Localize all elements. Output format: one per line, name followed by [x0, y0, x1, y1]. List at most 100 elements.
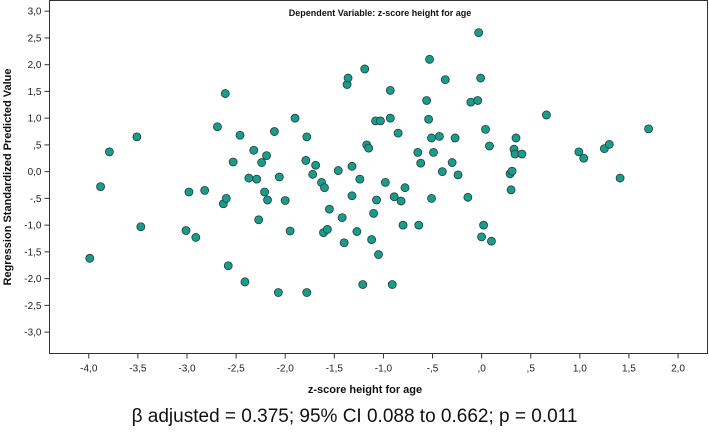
data-point [413, 147, 423, 157]
x-tick-label: ,0 [477, 364, 486, 375]
data-point [273, 288, 283, 297]
data-point [429, 147, 438, 157]
data-point [477, 232, 487, 242]
data-point [85, 253, 95, 263]
data-point [263, 195, 272, 205]
y-tick-label: -2,5 [24, 301, 42, 312]
data-point [333, 166, 343, 175]
data-point [364, 143, 374, 153]
data-point [343, 73, 353, 83]
y-tick-label: 0,0 [28, 167, 42, 178]
data-point [473, 96, 483, 105]
data-point [542, 110, 551, 120]
data-point [447, 158, 457, 167]
y-tick-label: 2,5 [28, 33, 42, 44]
x-tick-label: -,5 [427, 364, 439, 375]
data-point [136, 222, 146, 232]
data-point [437, 167, 447, 177]
data-point [511, 133, 521, 143]
x-tick-label: -1,0 [375, 364, 393, 375]
data-point [474, 28, 484, 37]
data-point [269, 127, 279, 136]
data-point [181, 226, 191, 235]
data-point [308, 169, 318, 179]
data-point [463, 192, 473, 202]
y-tick-label: ,5 [33, 140, 42, 151]
x-tick-label: -1,5 [326, 364, 344, 375]
data-points [85, 28, 653, 297]
data-point [453, 170, 463, 180]
data-point [262, 151, 271, 161]
data-point [479, 220, 488, 230]
data-point [235, 130, 245, 140]
data-point [285, 226, 295, 236]
data-point [260, 187, 269, 197]
x-tick-label: 2,0 [671, 364, 685, 375]
y-tick-label: 1,0 [28, 114, 42, 125]
data-point [352, 227, 362, 236]
data-point [249, 145, 259, 155]
data-point [96, 182, 105, 192]
data-point [440, 75, 450, 85]
data-point [507, 166, 517, 176]
data-point [252, 174, 262, 184]
x-tick-label: -3,0 [178, 364, 196, 375]
y-tick-label: -1,5 [24, 247, 42, 258]
data-point [228, 157, 238, 167]
x-tick-label: ,5 [527, 364, 536, 375]
data-point [347, 161, 357, 171]
data-point [355, 174, 365, 184]
x-tick-label: -3,5 [129, 364, 147, 375]
data-point [481, 124, 490, 134]
y-tick-label: -1,0 [24, 221, 42, 232]
data-point [213, 122, 222, 132]
data-point [254, 215, 264, 225]
data-point [400, 183, 410, 193]
data-point [324, 204, 334, 214]
data-point [320, 183, 329, 193]
data-point [311, 160, 321, 170]
data-point [184, 187, 194, 197]
x-tick-label: -2,5 [227, 364, 245, 375]
data-point [385, 85, 395, 95]
data-point [358, 280, 368, 289]
statistics-caption: β adjusted = 0.375; 95% CI 0.088 to 0.66… [131, 406, 578, 427]
data-point [280, 196, 290, 205]
data-point [360, 64, 370, 74]
data-point [302, 132, 312, 142]
data-point [105, 147, 114, 157]
y-axis-ticks: 3,0 2,5 2,0 1,5 1,0 ,5 0,0 -,5 -1,0 -1,5 -2,0 -2,5 -… [24, 7, 50, 339]
data-point [240, 277, 250, 287]
x-axis-ticks: -4,0 -3,5 -3,0 -2,5 -2,0 -1,5 -1,0 -,5 ,0 ,5 1,0 1,… [80, 353, 685, 375]
data-point [274, 172, 284, 182]
y-tick-label: 2,0 [28, 60, 42, 71]
data-point [487, 236, 496, 246]
data-point [337, 213, 347, 223]
data-point [132, 132, 142, 142]
data-point [220, 89, 230, 98]
y-tick-label: -,5 [30, 194, 42, 205]
data-point [424, 114, 433, 124]
data-point [257, 158, 267, 167]
plot-frame [49, 0, 708, 354]
x-tick-label: 1,0 [573, 364, 587, 375]
x-axis-title: z-score height for age [308, 384, 422, 396]
data-point [398, 220, 408, 230]
data-point [427, 133, 436, 143]
data-point [434, 131, 444, 141]
data-point [644, 124, 653, 134]
data-point [574, 147, 584, 157]
x-tick-label: -4,0 [80, 364, 98, 375]
data-point [323, 225, 332, 234]
y-axis-title: Regression Standardized Predicted Value [2, 68, 14, 285]
data-point [244, 173, 254, 183]
data-point [374, 250, 383, 259]
y-tick-label: -3,0 [24, 328, 42, 339]
data-point [369, 208, 378, 218]
data-point [422, 96, 432, 105]
y-tick-label: 3,0 [28, 7, 42, 18]
data-point [476, 73, 486, 83]
y-tick-label: -2,0 [24, 274, 42, 285]
data-point [427, 193, 436, 203]
data-point [223, 261, 233, 271]
